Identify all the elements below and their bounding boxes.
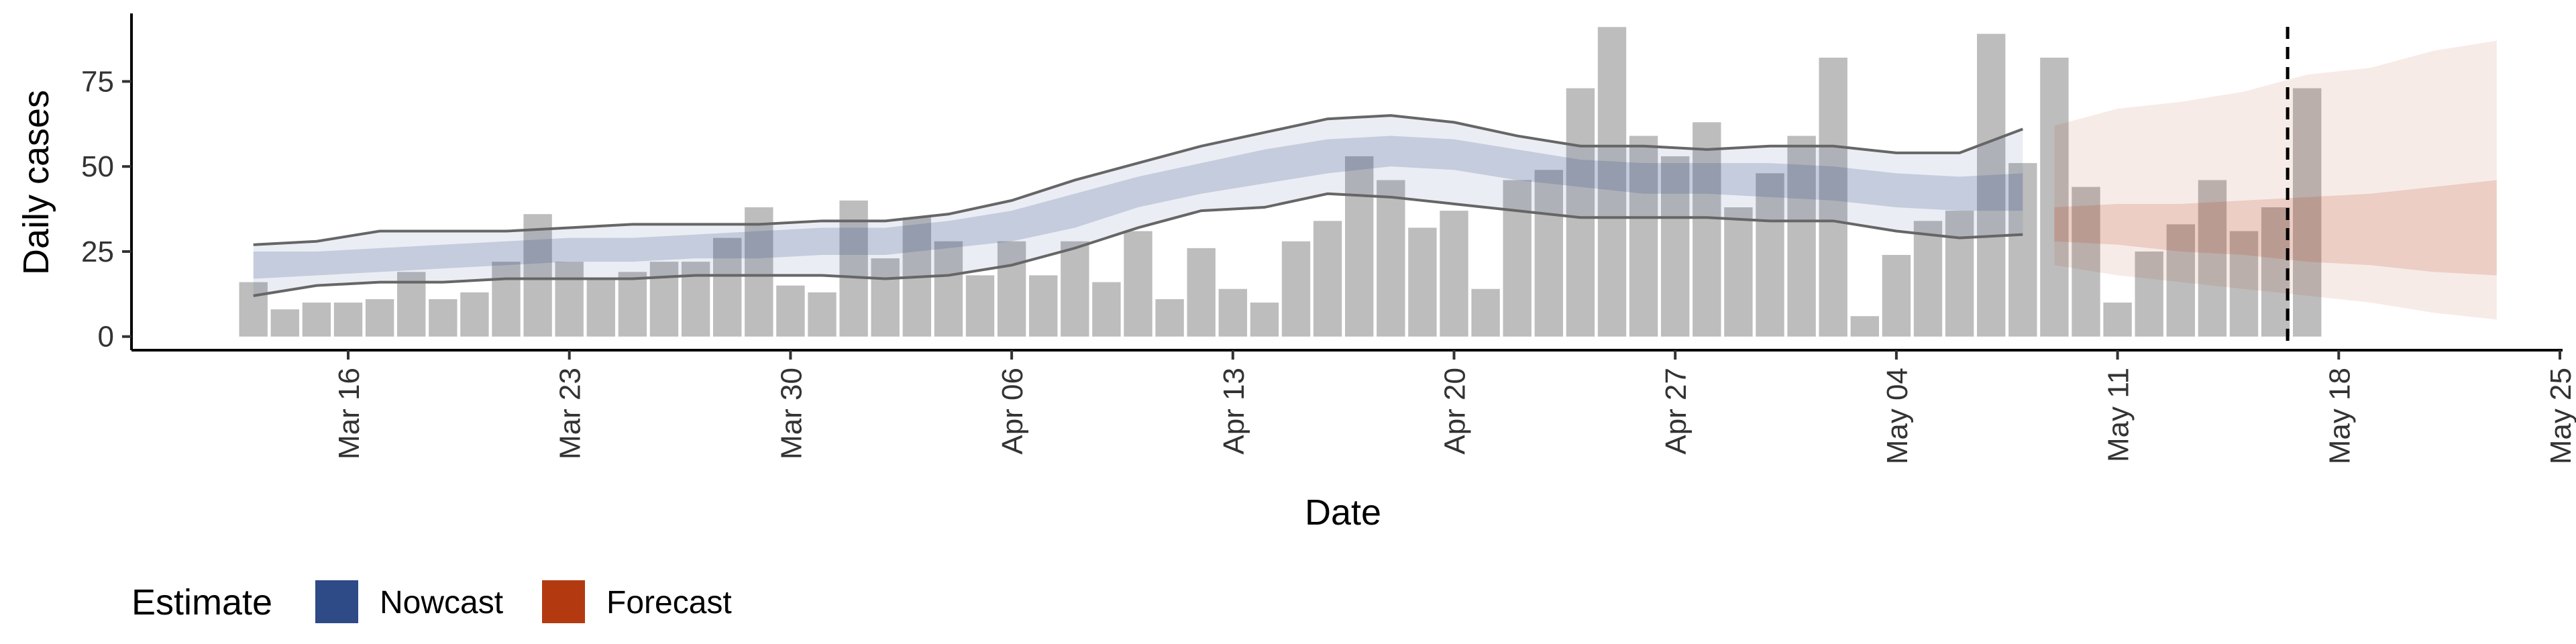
x-tick-label-6: Apr 27 [1660, 368, 1693, 455]
bar-2020-05-10 [2072, 186, 2100, 337]
bar-2020-05-04 [1882, 255, 1911, 337]
bar-2020-05-13 [2166, 224, 2195, 337]
legend-title: Estimate [131, 582, 272, 623]
bar-2020-05-07 [1977, 34, 2006, 337]
bar-2020-03-20 [460, 292, 489, 337]
bar-2020-04-24 [1566, 88, 1595, 337]
bar-2020-04-02 [871, 258, 900, 337]
legend-label-nowcast: Nowcast [380, 585, 503, 621]
bar-2020-04-18 [1377, 180, 1405, 337]
bar-2020-03-29 [745, 207, 773, 337]
bar-2020-03-21 [492, 262, 521, 337]
x-tick-label-9: May 18 [2323, 368, 2356, 464]
bar-2020-03-13 [239, 282, 268, 337]
nowcast-lower-line [253, 192, 2023, 297]
legend: Estimate Nowcast Forecast [131, 580, 732, 623]
bar-2020-05-16 [2261, 207, 2290, 337]
bar-2020-03-15 [302, 303, 331, 337]
forecast-band-90 [2054, 40, 2497, 320]
y-tick-label-25: 25 [81, 235, 114, 268]
nowcast-upper-line [253, 114, 2024, 246]
legend-label-forecast: Forecast [606, 585, 732, 621]
bar-2020-05-11 [2103, 303, 2132, 337]
x-tick-label-3: Apr 06 [996, 368, 1029, 455]
bar-2020-04-23 [1534, 170, 1563, 337]
bar-2020-05-05 [1913, 221, 1943, 337]
bar-2020-04-09 [1092, 282, 1121, 337]
x-tick-label-1: Mar 23 [554, 368, 587, 460]
bar-2020-04-11 [1155, 299, 1184, 337]
bar-2020-03-16 [333, 303, 363, 337]
bar-2020-04-13 [1218, 288, 1247, 337]
bar-2020-04-28 [1693, 122, 1721, 337]
nowcast-band-90 [253, 115, 2023, 296]
bars-layer [239, 27, 2322, 337]
lines-layer [253, 27, 2290, 350]
y-axis-title: Daily cases [16, 90, 56, 275]
bar-2020-04-21 [1471, 288, 1500, 337]
bar-2020-05-08 [2008, 163, 2037, 337]
x-tick-label-0: Mar 16 [333, 368, 366, 460]
bar-2020-03-23 [555, 262, 584, 337]
bar-2020-03-24 [586, 278, 615, 337]
bar-2020-04-20 [1440, 211, 1468, 337]
bar-2020-04-26 [1629, 136, 1658, 337]
bar-2020-03-14 [270, 309, 299, 337]
bar-2020-04-05 [965, 275, 995, 337]
bar-2020-03-30 [776, 285, 805, 337]
bar-2020-04-30 [1756, 173, 1784, 337]
bar-2020-04-12 [1187, 248, 1216, 337]
bar-2020-03-28 [713, 237, 742, 337]
x-axis-title: Date [1305, 492, 1381, 533]
legend-key-forecast [542, 580, 585, 623]
bar-2020-04-19 [1408, 227, 1437, 337]
bar-2020-04-06 [997, 241, 1026, 337]
bar-2020-05-15 [2229, 231, 2259, 337]
bar-2020-03-31 [808, 292, 837, 337]
x-tick-label-4: Apr 13 [1218, 368, 1250, 455]
bar-2020-04-07 [1029, 275, 1058, 337]
bar-2020-04-15 [1281, 241, 1311, 337]
bar-2020-04-10 [1124, 231, 1152, 337]
bar-2020-03-19 [429, 299, 458, 337]
bar-2020-03-25 [618, 272, 647, 337]
bar-2020-04-22 [1503, 180, 1532, 337]
x-tick-label-7: May 04 [1881, 368, 1914, 464]
bar-2020-04-01 [839, 200, 868, 337]
x-tick-label-10: May 25 [2544, 368, 2576, 464]
bands-layer [253, 40, 2497, 320]
y-tick-label-50: 50 [81, 150, 114, 183]
axes-layer: 0 25 50 75 Mar 16 Mar 23 Mar 30 Apr 06 Apr 13 Apr… [81, 13, 2576, 464]
bar-2020-05-03 [1850, 316, 1879, 337]
bar-2020-05-02 [1819, 57, 1847, 337]
bar-2020-03-22 [523, 214, 552, 337]
bar-2020-04-17 [1345, 156, 1374, 337]
legend-key-nowcast [315, 580, 358, 623]
bar-2020-04-08 [1061, 241, 1089, 337]
bar-2020-05-12 [2135, 251, 2163, 337]
y-tick-label-75: 75 [81, 65, 114, 98]
x-tick-label-5: Apr 20 [1439, 368, 1472, 455]
x-tick-label-2: Mar 30 [775, 368, 808, 460]
bar-2020-04-16 [1313, 221, 1342, 337]
bar-2020-04-04 [934, 241, 963, 337]
bar-2020-05-14 [2198, 180, 2227, 337]
bar-2020-03-26 [649, 262, 679, 337]
nowcast-band-50 [253, 136, 2023, 279]
forecast-band-50 [2054, 180, 2497, 276]
bar-2020-05-01 [1787, 136, 1816, 337]
bar-2020-05-06 [1945, 211, 1974, 337]
bar-2020-05-09 [2040, 57, 2069, 337]
x-tick-label-8: May 11 [2102, 368, 2135, 462]
bar-2020-04-25 [1597, 27, 1627, 337]
y-tick-label-0: 0 [98, 321, 114, 354]
bar-2020-04-14 [1250, 303, 1279, 337]
bar-2020-03-17 [365, 299, 394, 337]
bar-2020-05-17 [2293, 88, 2322, 337]
bar-2020-04-29 [1724, 207, 1753, 337]
bar-2020-04-27 [1661, 156, 1690, 337]
